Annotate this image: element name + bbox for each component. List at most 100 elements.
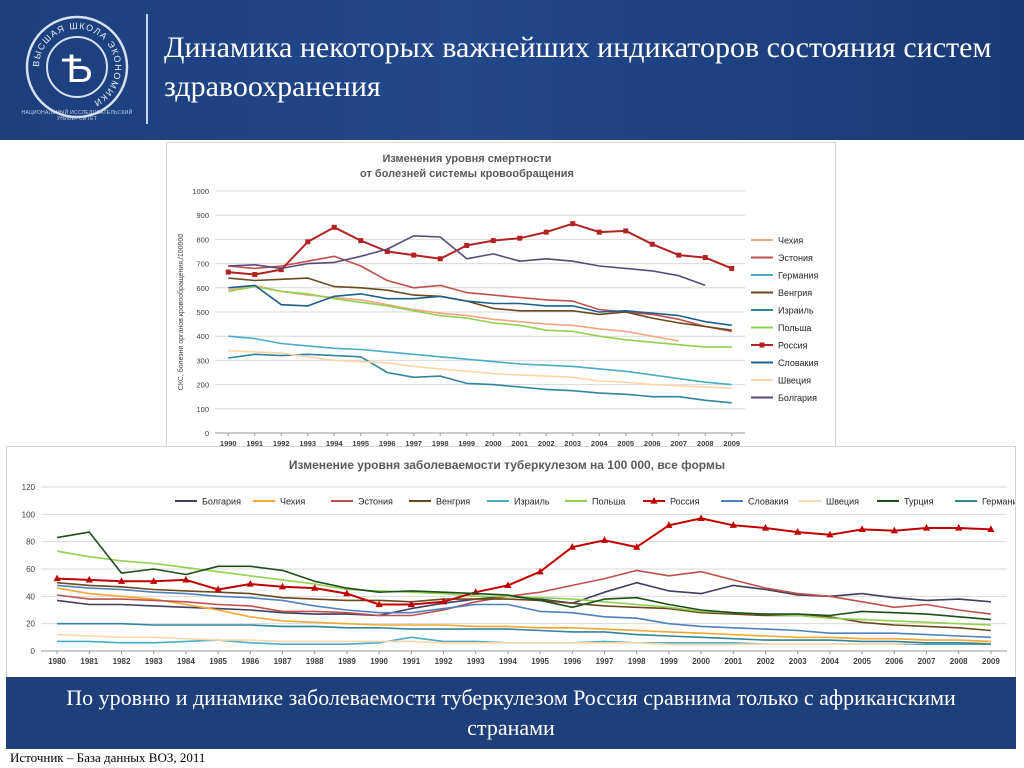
russia-marker <box>85 575 93 583</box>
russia-marker <box>955 524 963 531</box>
x-tick-label: 1987 <box>274 657 292 666</box>
x-tick-label: 2003 <box>564 439 581 448</box>
russia-marker <box>729 265 735 271</box>
russia-marker <box>437 256 443 262</box>
cardiovascular-mortality-chart: Изменения уровня смертности от болезней с… <box>166 142 836 454</box>
y-tick-label: 80 <box>26 538 35 547</box>
legend-label: Швеция <box>778 376 811 386</box>
x-tick-label: 2007 <box>918 657 936 666</box>
russia-marker <box>794 528 802 535</box>
logo-letter: Ѣ <box>61 47 92 91</box>
legend-label: Венгрия <box>778 288 812 298</box>
x-tick-label: 1998 <box>432 439 449 448</box>
y-tick-label: 120 <box>22 483 36 492</box>
x-tick-label: 1985 <box>209 657 227 666</box>
russia-marker <box>407 600 415 608</box>
russia-marker <box>331 224 337 230</box>
slide-header: ВЫСШАЯ ШКОЛА ЭКОНОМИКИ Ѣ НАЦИОНАЛЬНЫЙ ИС… <box>0 0 1024 140</box>
russia-marker <box>225 269 231 275</box>
chart-title-line: от болезней системы кровообращения <box>360 168 574 180</box>
x-tick-label: 1992 <box>273 439 290 448</box>
series-line-5 <box>228 285 732 348</box>
x-tick-label: 1994 <box>499 657 517 666</box>
russia-marker <box>278 267 284 273</box>
russia-marker <box>596 229 602 235</box>
legend-label: Словакия <box>748 497 789 507</box>
x-tick-label: 2000 <box>485 439 502 448</box>
y-tick-label: 300 <box>196 356 209 365</box>
university-logo-icon: ВЫСШАЯ ШКОЛА ЭКОНОМИКИ Ѣ <box>25 15 129 119</box>
russia-marker <box>676 252 682 258</box>
x-tick-label: 2006 <box>885 657 903 666</box>
x-tick-label: 2005 <box>853 657 871 666</box>
russia-marker <box>623 228 629 234</box>
legend-marker <box>650 497 658 504</box>
x-tick-label: 2007 <box>670 439 687 448</box>
x-tick-label: 1993 <box>299 439 316 448</box>
legend-label: Словакия <box>778 358 819 368</box>
russia-marker <box>311 584 319 591</box>
conclusion-text: По уровню и динамике заболеваемости тубе… <box>66 685 956 740</box>
russia-marker <box>182 575 190 583</box>
legend-label: Польша <box>592 497 625 507</box>
x-tick-label: 1995 <box>531 657 549 666</box>
x-tick-label: 2006 <box>644 439 661 448</box>
russia-marker <box>411 252 417 258</box>
russia-marker <box>890 526 898 534</box>
y-tick-label: 200 <box>196 381 209 390</box>
x-tick-label: 1986 <box>241 657 259 666</box>
series-line-2 <box>56 569 992 617</box>
y-tick-label: 20 <box>26 620 35 629</box>
x-tick-label: 1998 <box>628 657 646 666</box>
series-line-7 <box>228 284 732 327</box>
series-line-3 <box>228 277 732 331</box>
x-tick-label: 2001 <box>724 657 742 666</box>
y-tick-label: 400 <box>196 332 209 341</box>
x-tick-label: 2004 <box>591 439 609 448</box>
russia-marker <box>358 238 364 244</box>
x-tick-label: 1993 <box>467 657 485 666</box>
x-tick-label: 1989 <box>338 657 356 666</box>
tuberculosis-incidence-chart: Изменение уровня заболеваемости туберкул… <box>6 446 1022 682</box>
series-line-1 <box>56 587 991 643</box>
russia-marker <box>600 536 609 543</box>
y-tick-label: 100 <box>22 510 36 519</box>
legend-label: Германия <box>982 497 1015 507</box>
series-line-7 <box>57 584 991 639</box>
y-tick-label: 40 <box>26 592 35 601</box>
x-tick-label: 2002 <box>538 439 555 448</box>
x-tick-label: 2001 <box>511 439 528 448</box>
y-axis-label: СКС, болезни органов кровообращения,/100… <box>177 234 185 391</box>
russia-marker <box>570 221 576 227</box>
x-tick-label: 1992 <box>435 657 453 666</box>
series-line-8 <box>57 633 991 645</box>
series-line-1 <box>228 255 732 333</box>
russia-marker <box>490 238 496 244</box>
russia-marker <box>517 235 523 241</box>
x-tick-label: 1980 <box>48 657 66 666</box>
y-tick-label: 0 <box>205 429 209 438</box>
y-tick-label: 800 <box>196 235 209 244</box>
legend-label: Польша <box>778 323 811 333</box>
y-tick-label: 900 <box>196 211 209 220</box>
russia-marker <box>117 577 126 584</box>
legend-label: Израиль <box>514 497 550 507</box>
russia-marker <box>665 521 673 528</box>
x-tick-label: 1991 <box>246 439 263 448</box>
legend-label: Эстония <box>358 497 393 507</box>
russia-marker <box>826 530 834 538</box>
russia-marker <box>987 525 995 532</box>
russia-marker <box>464 242 470 248</box>
x-tick-label: 2004 <box>821 657 839 666</box>
x-tick-label: 1999 <box>458 439 475 448</box>
x-tick-label: 1997 <box>405 439 422 448</box>
series-line-2 <box>228 335 732 386</box>
x-tick-label: 1981 <box>80 657 98 666</box>
x-tick-label: 1999 <box>660 657 678 666</box>
series-line-8 <box>228 349 732 389</box>
x-tick-label: 2005 <box>617 439 634 448</box>
russia-marker <box>697 514 705 522</box>
russia-marker <box>568 543 576 550</box>
y-tick-label: 500 <box>196 308 209 317</box>
legend-label: Германия <box>778 271 818 281</box>
